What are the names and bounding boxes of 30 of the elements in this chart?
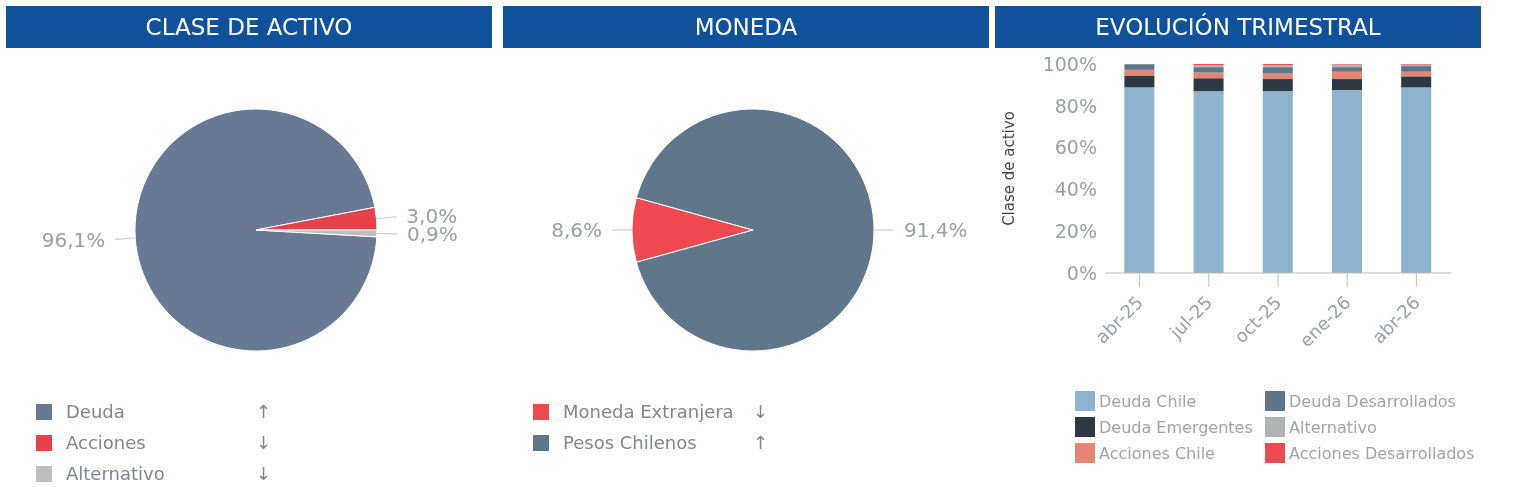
legend-label: Deuda <box>66 401 126 422</box>
legend-label: Acciones Chile <box>1099 443 1215 463</box>
legend-label: Alternativo <box>1289 417 1377 437</box>
legend-label: Pesos Chilenos <box>563 432 698 453</box>
data-label: 8,6% <box>551 217 602 242</box>
legend-label: Alternativo <box>66 463 166 484</box>
y-tick-label: 80% <box>1054 94 1097 117</box>
y-tick-label: 0% <box>1066 261 1097 284</box>
legend-label: Acciones Desarrollados <box>1289 443 1475 463</box>
data-label: 91,4% <box>904 218 968 243</box>
legend-label: Deuda Emergentes <box>1099 417 1253 437</box>
chart-title: EVOLUCIÓN TRIMESTRAL <box>995 6 1481 48</box>
legend-label: Moneda Extranjera <box>563 401 735 422</box>
y-tick-label: 20% <box>1054 219 1097 242</box>
text: ↓ <box>753 401 769 422</box>
y-axis-title: Clase de activo <box>1000 111 1019 226</box>
chart-title: CLASE DE ACTIVO <box>6 6 492 48</box>
text: ↑ <box>753 432 769 453</box>
data-label: 3,0% <box>406 203 458 228</box>
legend-label: Acciones <box>66 432 147 453</box>
text: ↓ <box>256 463 272 484</box>
y-tick-label: 40% <box>1054 178 1097 201</box>
data-label: 96,1% <box>41 227 106 252</box>
y-tick-label: 100% <box>1042 52 1097 75</box>
y-tick-label: 60% <box>1054 136 1097 159</box>
legend-label: Deuda Chile <box>1099 391 1197 411</box>
chart-title: MONEDA <box>503 6 989 48</box>
text: ↓ <box>256 432 272 453</box>
legend-label: Deuda Desarrollados <box>1289 391 1456 411</box>
text: ↑ <box>256 401 272 422</box>
